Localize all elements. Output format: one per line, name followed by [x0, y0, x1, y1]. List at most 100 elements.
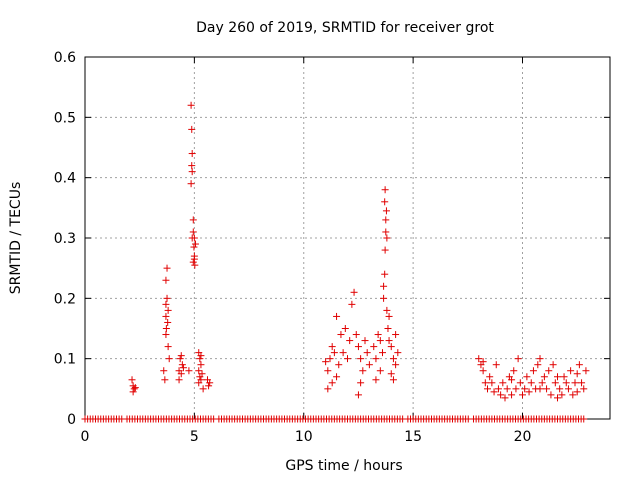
data-point: [195, 367, 203, 375]
data-point: [562, 379, 570, 387]
data-point: [188, 150, 196, 158]
tick-labels: 0 0.1 0.2 0.3 0.4 0.5 0.6 0 5 10 15 20: [54, 50, 532, 445]
data-point: [185, 367, 193, 375]
data-point: [179, 364, 187, 372]
data-point: [573, 370, 581, 378]
data-point: [490, 388, 498, 396]
data-point: [130, 385, 138, 393]
data-point: [381, 198, 389, 206]
data-point: [187, 180, 195, 188]
data-point: [573, 388, 581, 396]
data-point: [191, 261, 199, 269]
data-point: [501, 394, 509, 402]
data-point: [580, 385, 588, 393]
data-point: [177, 370, 185, 378]
data-point: [177, 352, 185, 360]
data-point: [519, 391, 526, 399]
data-point: [381, 186, 389, 194]
data-point: [380, 282, 388, 290]
data-point: [197, 361, 205, 369]
data-point: [549, 361, 557, 369]
data-point: [339, 349, 347, 357]
y-tick-label: 0.5: [54, 110, 76, 126]
data-point: [372, 355, 380, 363]
data-point: [582, 367, 590, 375]
data-point: [350, 288, 358, 296]
data-point: [571, 379, 579, 387]
data-point: [188, 234, 196, 242]
data-point: [346, 337, 354, 345]
data-point: [131, 384, 139, 392]
data-point: [389, 355, 397, 363]
data-point: [569, 391, 577, 399]
data-point: [521, 385, 529, 393]
data-point: [383, 306, 391, 314]
x-tick-label: 10: [295, 429, 313, 445]
data-point: [352, 331, 360, 339]
data-point: [191, 240, 199, 248]
data-point: [178, 361, 186, 369]
data-point: [330, 349, 338, 357]
data-point: [551, 379, 559, 387]
data-point: [558, 391, 566, 399]
data-point: [324, 367, 332, 375]
data-point: [365, 361, 373, 369]
data-point: [516, 379, 524, 387]
data-point: [560, 373, 568, 381]
data-point: [512, 385, 520, 393]
data-point: [492, 361, 500, 369]
data-point: [529, 367, 537, 375]
x-tick-label: 20: [514, 429, 532, 445]
data-point: [333, 312, 341, 320]
data-point: [165, 355, 173, 363]
data-point: [160, 367, 168, 375]
y-tick-label: 0.3: [54, 231, 76, 247]
data-point: [324, 385, 332, 393]
y-axis-label: SRMTID / TECUs: [8, 182, 24, 295]
data-point: [479, 358, 487, 366]
data-point: [189, 228, 197, 236]
srmtid-series: [128, 101, 590, 402]
data-point: [199, 385, 207, 393]
data-point: [374, 331, 382, 339]
data-point: [357, 379, 365, 387]
data-point: [354, 343, 362, 351]
y-tick-label: 0.4: [54, 171, 76, 187]
data-point: [527, 379, 535, 387]
data-point: [335, 361, 343, 369]
data-point: [176, 355, 184, 363]
data-point: [536, 385, 544, 393]
data-point: [188, 125, 196, 133]
grid: [85, 57, 610, 419]
data-point: [361, 337, 369, 345]
data-point: [376, 367, 384, 375]
data-point: [536, 355, 544, 363]
data-point: [129, 388, 137, 396]
zero-level-series: [81, 415, 588, 423]
data-point: [494, 385, 502, 393]
data-point: [328, 343, 336, 351]
data-point: [326, 355, 334, 363]
data-point: [163, 294, 171, 302]
data-point: [384, 325, 392, 332]
data-point: [475, 355, 483, 363]
data-point: [322, 358, 330, 366]
data-point: [162, 331, 170, 339]
data-point: [508, 376, 516, 384]
data-point: [543, 385, 551, 393]
data-point: [499, 379, 507, 387]
data-point: [394, 349, 402, 357]
data-point: [187, 101, 195, 109]
data-point: [333, 373, 341, 381]
data-point: [523, 373, 531, 381]
y-tick-label: 0: [67, 412, 76, 428]
data-point: [376, 337, 384, 345]
data-point: [382, 207, 390, 215]
data-point: [382, 216, 390, 224]
data-point: [488, 379, 496, 387]
data-point: [567, 367, 575, 375]
data-point: [540, 373, 548, 381]
data-point: [175, 376, 183, 384]
data-point: [372, 376, 380, 384]
